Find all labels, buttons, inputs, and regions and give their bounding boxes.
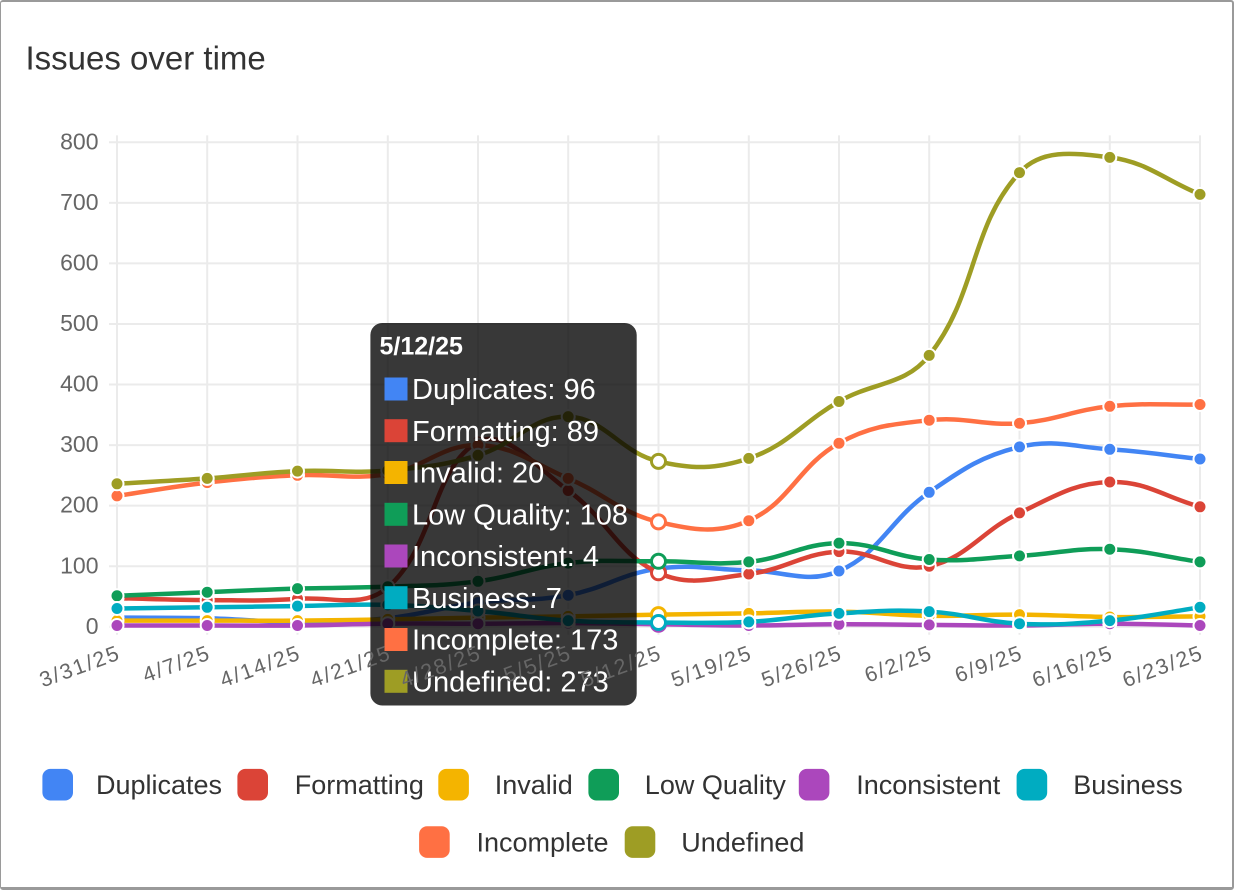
svg-text:Business: 7: Business: 7 (412, 583, 562, 615)
svg-text:Inconsistent: Inconsistent (856, 770, 1001, 800)
svg-text:4/7/25: 4/7/25 (139, 641, 214, 688)
svg-text:Invalid: 20: Invalid: 20 (412, 458, 544, 490)
svg-text:Low Quality: 108: Low Quality: 108 (412, 500, 628, 532)
svg-text:Undefined: Undefined (681, 827, 804, 857)
svg-text:Duplicates: 96: Duplicates: 96 (412, 374, 596, 406)
svg-text:300: 300 (60, 431, 98, 457)
svg-text:600: 600 (60, 250, 98, 276)
svg-text:6/9/25: 6/9/25 (952, 641, 1027, 688)
svg-text:400: 400 (60, 371, 98, 397)
svg-text:800: 800 (60, 128, 98, 154)
svg-text:Issues over time: Issues over time (26, 40, 266, 77)
svg-text:Incomplete: Incomplete (477, 827, 609, 857)
svg-text:Incomplete: 173: Incomplete: 173 (412, 625, 618, 657)
svg-text:5/19/25: 5/19/25 (668, 641, 755, 692)
svg-text:Inconsistent: 4: Inconsistent: 4 (412, 541, 599, 573)
svg-text:500: 500 (60, 310, 98, 336)
svg-text:Undefined: 273: Undefined: 273 (412, 667, 609, 699)
svg-text:5/26/25: 5/26/25 (758, 641, 845, 692)
svg-text:Duplicates: Duplicates (96, 770, 222, 800)
svg-text:Invalid: Invalid (495, 770, 573, 800)
svg-text:Low Quality: Low Quality (645, 770, 787, 800)
svg-text:700: 700 (60, 189, 98, 215)
svg-text:6/2/25: 6/2/25 (861, 641, 936, 688)
svg-text:Business: Business (1073, 770, 1183, 800)
svg-text:0: 0 (86, 613, 99, 639)
svg-text:5/12/25: 5/12/25 (380, 333, 464, 361)
svg-text:6/16/25: 6/16/25 (1029, 641, 1116, 692)
svg-text:100: 100 (60, 552, 98, 578)
svg-text:Formatting: 89: Formatting: 89 (412, 416, 599, 448)
svg-text:Formatting: Formatting (295, 770, 424, 800)
svg-text:4/14/25: 4/14/25 (217, 641, 304, 692)
svg-text:200: 200 (60, 492, 98, 518)
svg-text:3/31/25: 3/31/25 (36, 641, 123, 692)
svg-text:6/23/25: 6/23/25 (1119, 641, 1206, 692)
